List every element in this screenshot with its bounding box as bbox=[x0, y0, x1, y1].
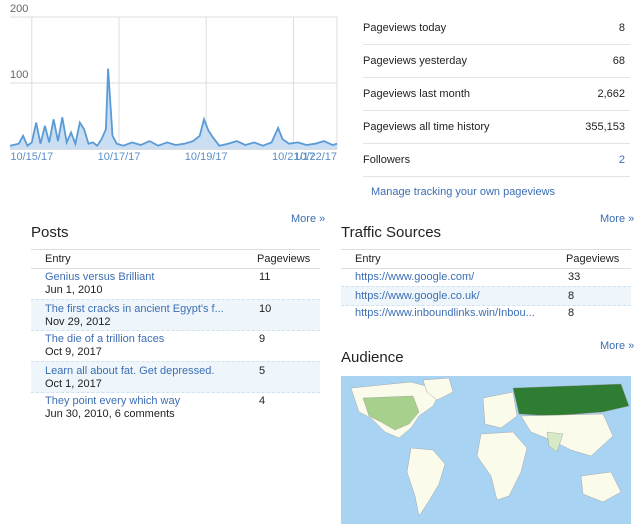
stat-value: 8 bbox=[618, 22, 625, 34]
y-tick-label: 100 bbox=[10, 69, 28, 81]
post-date: Jun 1, 2010 bbox=[45, 284, 103, 296]
post-views: 9 bbox=[259, 333, 266, 345]
traffic-row: https://www.google.co.uk/8 bbox=[341, 286, 631, 306]
pageviews-chart: 100 200 10/15/17 10/17/17 10/19/17 10/21/1710… bbox=[9, 3, 338, 163]
column-header: Pageviews bbox=[566, 253, 620, 265]
post-date: Jun 30, 2010, 6 comments bbox=[45, 408, 175, 420]
traffic-url[interactable]: https://www.google.com/ bbox=[355, 271, 475, 283]
post-row: Genius versus Brilliant Jun 1, 2010 11 bbox=[31, 268, 320, 298]
y-tick-label: 200 bbox=[10, 3, 28, 15]
post-row: The first cracks in ancient Egypt's f...… bbox=[31, 299, 320, 331]
traffic-row: https://www.google.com/33 bbox=[341, 268, 631, 286]
more-link[interactable]: More » bbox=[600, 340, 635, 352]
more-link[interactable]: More » bbox=[291, 213, 326, 225]
x-tick-label: 10/19/17 bbox=[185, 151, 228, 163]
stat-row: Pageviews today 8 bbox=[363, 12, 630, 45]
india bbox=[546, 431, 564, 453]
stat-row: Pageviews all time history 355,153 bbox=[363, 111, 630, 144]
asia bbox=[520, 413, 614, 457]
x-tick-label: 10/22/17 bbox=[294, 151, 337, 163]
post-date: Nov 29, 2012 bbox=[45, 316, 111, 328]
stat-row: Pageviews last month 2,662 bbox=[363, 78, 630, 111]
post-title[interactable]: They point every which way bbox=[45, 395, 181, 407]
russia bbox=[512, 383, 630, 417]
stat-row: Followers 2 bbox=[363, 144, 630, 177]
africa bbox=[476, 431, 528, 501]
stat-label: Pageviews yesterday bbox=[363, 55, 467, 67]
stat-label: Followers bbox=[363, 154, 411, 166]
stat-value: 2,662 bbox=[597, 88, 625, 100]
australia bbox=[580, 471, 622, 503]
traffic-url[interactable]: https://www.inboundlinks.win/Inbou... bbox=[355, 307, 535, 319]
stat-value: 2 bbox=[618, 154, 625, 166]
stat-label: Pageviews all time history bbox=[363, 121, 490, 133]
post-row: Learn all about fat. Get depressed. Oct 1… bbox=[31, 361, 320, 393]
post-date: Oct 1, 2017 bbox=[45, 378, 102, 390]
stat-value: 68 bbox=[612, 55, 625, 67]
audience-title: Audience bbox=[341, 349, 404, 366]
more-link[interactable]: More » bbox=[600, 213, 635, 225]
europe bbox=[482, 391, 518, 429]
traffic-header: Entry Pageviews bbox=[341, 249, 631, 269]
post-views: 4 bbox=[259, 395, 266, 407]
greenland bbox=[422, 377, 454, 401]
manage-link[interactable]: Manage tracking your own pageviews bbox=[371, 186, 556, 198]
traffic-views: 8 bbox=[568, 290, 575, 302]
traffic-views: 8 bbox=[568, 307, 575, 319]
posts-title: Posts bbox=[31, 224, 69, 241]
column-header: Entry bbox=[45, 253, 71, 265]
post-title[interactable]: Genius versus Brilliant bbox=[45, 271, 155, 283]
stat-label: Pageviews last month bbox=[363, 88, 470, 100]
post-views: 5 bbox=[259, 365, 266, 377]
traffic-row: https://www.inboundlinks.win/Inbou... 8 bbox=[341, 304, 631, 322]
traffic-title: Traffic Sources bbox=[341, 224, 442, 241]
world-map bbox=[341, 376, 631, 524]
x-tick-label: 10/21/17 bbox=[272, 151, 315, 163]
stat-label: Pageviews today bbox=[363, 22, 447, 34]
x-tick-label: 10/17/17 bbox=[98, 151, 141, 163]
column-header: Pageviews bbox=[257, 253, 311, 265]
stat-value: 355,153 bbox=[585, 121, 625, 133]
traffic-url[interactable]: https://www.google.co.uk/ bbox=[355, 290, 480, 302]
posts-header: Entry Pageviews bbox=[31, 249, 320, 269]
post-row: They point every which way Jun 30, 2010, … bbox=[31, 392, 320, 422]
usa-canada bbox=[362, 395, 420, 431]
traffic-views: 33 bbox=[568, 271, 581, 283]
area bbox=[10, 68, 337, 149]
line bbox=[9, 68, 338, 148]
column-header: Entry bbox=[355, 253, 381, 265]
post-title[interactable]: Learn all about fat. Get depressed. bbox=[45, 365, 215, 377]
post-views: 11 bbox=[259, 271, 271, 283]
x-tick-label: 10/15/17 bbox=[10, 151, 53, 163]
post-title[interactable]: The first cracks in ancient Egypt's f... bbox=[45, 303, 224, 315]
stat-row: Pageviews yesterday 68 bbox=[363, 45, 630, 78]
post-views: 10 bbox=[259, 303, 272, 315]
post-title[interactable]: The die of a trillion faces bbox=[45, 333, 165, 345]
south-america bbox=[406, 447, 446, 517]
post-date: Oct 9, 2017 bbox=[45, 346, 102, 358]
post-row: The die of a trillion faces Oct 9, 2017 9 bbox=[31, 330, 320, 360]
